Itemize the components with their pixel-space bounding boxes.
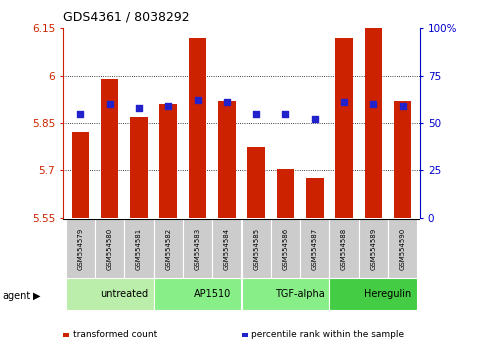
Point	[194, 97, 201, 103]
Text: GSM554582: GSM554582	[165, 228, 171, 270]
Bar	[329, 278, 417, 310]
Bar	[159, 104, 177, 218]
Point	[340, 99, 348, 105]
Text: GSM554587: GSM554587	[312, 228, 318, 270]
Bar	[277, 169, 294, 218]
Text: GDS4361 / 8038292: GDS4361 / 8038292	[63, 10, 189, 23]
Text: GSM554584: GSM554584	[224, 228, 230, 270]
Bar	[101, 79, 118, 218]
Bar	[242, 278, 329, 310]
Bar	[300, 219, 329, 278]
Bar	[306, 178, 324, 218]
Point	[164, 103, 172, 109]
Point	[76, 111, 84, 116]
Text: GSM554588: GSM554588	[341, 228, 347, 270]
Text: GSM554585: GSM554585	[253, 228, 259, 270]
Bar	[335, 38, 353, 218]
Text: AP1510: AP1510	[194, 289, 231, 299]
Bar	[388, 219, 417, 278]
Bar	[329, 219, 359, 278]
Text: TGF-alpha: TGF-alpha	[275, 289, 325, 299]
Bar	[359, 219, 388, 278]
Point	[252, 111, 260, 116]
Bar	[394, 101, 412, 218]
Text: untreated: untreated	[100, 289, 148, 299]
Bar	[66, 278, 154, 310]
Text: Heregulin: Heregulin	[364, 289, 412, 299]
Text: GSM554590: GSM554590	[399, 228, 406, 270]
Bar	[71, 132, 89, 218]
Text: ▶: ▶	[33, 291, 41, 301]
Text: GSM554583: GSM554583	[195, 228, 200, 270]
Bar	[212, 219, 242, 278]
Bar	[247, 147, 265, 218]
Bar	[183, 219, 212, 278]
Bar	[365, 28, 382, 218]
Text: GSM554579: GSM554579	[77, 228, 84, 270]
Point	[135, 105, 143, 111]
Bar	[189, 38, 206, 218]
Text: GSM554581: GSM554581	[136, 228, 142, 270]
Point	[311, 116, 319, 122]
Bar	[130, 117, 148, 218]
Text: GSM554580: GSM554580	[107, 228, 113, 270]
Point	[282, 111, 289, 116]
Bar	[95, 219, 124, 278]
Bar	[66, 219, 95, 278]
Text: agent: agent	[2, 291, 30, 301]
Bar	[271, 219, 300, 278]
Bar	[154, 219, 183, 278]
Bar	[124, 219, 154, 278]
Text: GSM554586: GSM554586	[283, 228, 288, 270]
Point	[399, 103, 407, 109]
Bar	[218, 101, 236, 218]
Bar	[154, 278, 242, 310]
Text: GSM554589: GSM554589	[370, 228, 376, 270]
Text: transformed count: transformed count	[73, 330, 157, 339]
Text: percentile rank within the sample: percentile rank within the sample	[252, 330, 405, 339]
Point	[106, 101, 114, 107]
Point	[223, 99, 231, 105]
Bar	[242, 219, 271, 278]
Point	[369, 101, 377, 107]
